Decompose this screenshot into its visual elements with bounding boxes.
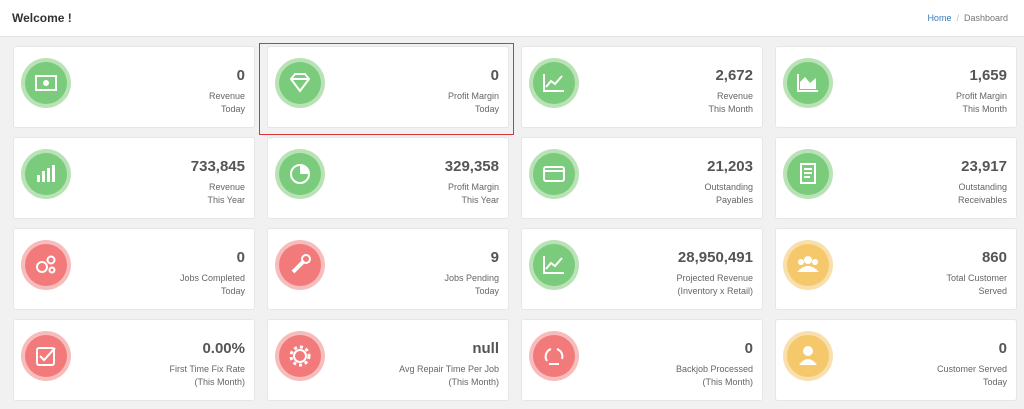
stat-card: 329,358 Profit Margin This Year: [267, 137, 509, 219]
stat-label: Today: [220, 286, 245, 296]
stat-label: First Time Fix Rate: [169, 364, 245, 374]
stat-label: Revenue: [208, 182, 245, 192]
stat-label: This Month: [708, 104, 753, 114]
stat-value: 860: [981, 249, 1007, 266]
stat-label: This Year: [207, 195, 245, 205]
stat-label: Revenue: [716, 91, 753, 101]
page-title: Welcome !: [12, 11, 72, 25]
stat-label: Today: [474, 104, 499, 114]
stat-card: 0 Customer Served Today: [775, 319, 1017, 401]
stat-label: Profit Margin: [447, 91, 499, 101]
stat-label: Today: [220, 104, 245, 114]
header: Welcome ! Home / Dashboard: [0, 0, 1024, 37]
stat-card: 23,917 Outstanding Receivables: [775, 137, 1017, 219]
stat-label: Revenue: [208, 91, 245, 101]
stat-label: This Month: [962, 104, 1007, 114]
stat-value: 2,672: [715, 67, 753, 84]
stat-card: 860 Total Customer Served: [775, 228, 1017, 310]
highlight-box: [259, 43, 514, 135]
stat-label: Profit Margin: [447, 182, 499, 192]
stat-card: 21,203 Outstanding Payables: [521, 137, 763, 219]
stat-label: (This Month): [702, 377, 753, 387]
stat-label: Receivables: [957, 195, 1007, 205]
stat-value: 1,659: [969, 67, 1007, 84]
stat-label: Customer Served: [936, 364, 1007, 374]
card-icon: [21, 331, 71, 381]
breadcrumb-current: Dashboard: [963, 13, 1008, 23]
card-icon: [275, 149, 325, 199]
card-icon: [275, 58, 325, 108]
card-icon: [783, 149, 833, 199]
stat-label: Projected Revenue: [676, 273, 753, 283]
stat-card: 0.00% First Time Fix Rate (This Month): [13, 319, 255, 401]
stat-card: null Avg Repair Time Per Job (This Month): [267, 319, 509, 401]
stat-label: Avg Repair Time Per Job: [399, 364, 499, 374]
stat-label: Jobs Pending: [444, 273, 499, 283]
stat-value: 0: [236, 67, 245, 84]
stat-label: This Year: [461, 195, 499, 205]
stat-value: 23,917: [961, 158, 1007, 175]
stat-label: Backjob Processed: [675, 364, 753, 374]
stat-label: Total Customer: [946, 273, 1007, 283]
stat-label: Profit Margin: [955, 91, 1007, 101]
stat-value: 0: [744, 340, 753, 357]
stat-label: (Inventory x Retail): [677, 286, 753, 296]
stat-card: 9 Jobs Pending Today: [267, 228, 509, 310]
card-icon: [275, 331, 325, 381]
stat-card: 1,659 Profit Margin This Month: [775, 46, 1017, 128]
stat-value: 21,203: [707, 158, 753, 175]
stat-value: 0: [490, 67, 499, 84]
stat-label: Today: [474, 286, 499, 296]
stat-label: Today: [982, 377, 1007, 387]
stat-value: 28,950,491: [677, 249, 753, 266]
stat-card: 0 Profit Margin Today: [267, 46, 509, 128]
stat-label: Outstanding: [704, 182, 753, 192]
card-icon: [783, 331, 833, 381]
card-icon: [21, 58, 71, 108]
stat-value: 0: [236, 249, 245, 266]
stat-label: (This Month): [194, 377, 245, 387]
stat-label: Payables: [715, 195, 753, 205]
card-icon: [529, 240, 579, 290]
card-icon: [275, 240, 325, 290]
stat-label: Outstanding: [958, 182, 1007, 192]
stat-card: 733,845 Revenue This Year: [13, 137, 255, 219]
stat-value: 329,358: [444, 158, 499, 175]
stat-label: (This Month): [448, 377, 499, 387]
stat-value: 733,845: [190, 158, 245, 175]
stat-card: 0 Jobs Completed Today: [13, 228, 255, 310]
breadcrumb-link[interactable]: Home: [927, 13, 952, 23]
breadcrumb: Home / Dashboard: [927, 13, 1008, 23]
stat-card: 0 Backjob Processed (This Month): [521, 319, 763, 401]
card-icon: [529, 58, 579, 108]
card-icon: [783, 58, 833, 108]
stat-label: Served: [978, 286, 1007, 296]
card-icon: [529, 149, 579, 199]
stat-value: null: [472, 340, 499, 357]
separator: /: [956, 13, 959, 23]
stat-card: 28,950,491 Projected Revenue (Inventory x …: [521, 228, 763, 310]
stat-value: 0.00%: [202, 340, 245, 357]
card-icon: [21, 149, 71, 199]
card-icon: [529, 331, 579, 381]
stat-value: 0: [998, 340, 1007, 357]
card-icon: [783, 240, 833, 290]
stat-value: 9: [490, 249, 499, 266]
card-icon: [21, 240, 71, 290]
stat-card: 2,672 Revenue This Month: [521, 46, 763, 128]
stat-card: 0 Revenue Today: [13, 46, 255, 128]
stat-label: Jobs Completed: [179, 273, 245, 283]
